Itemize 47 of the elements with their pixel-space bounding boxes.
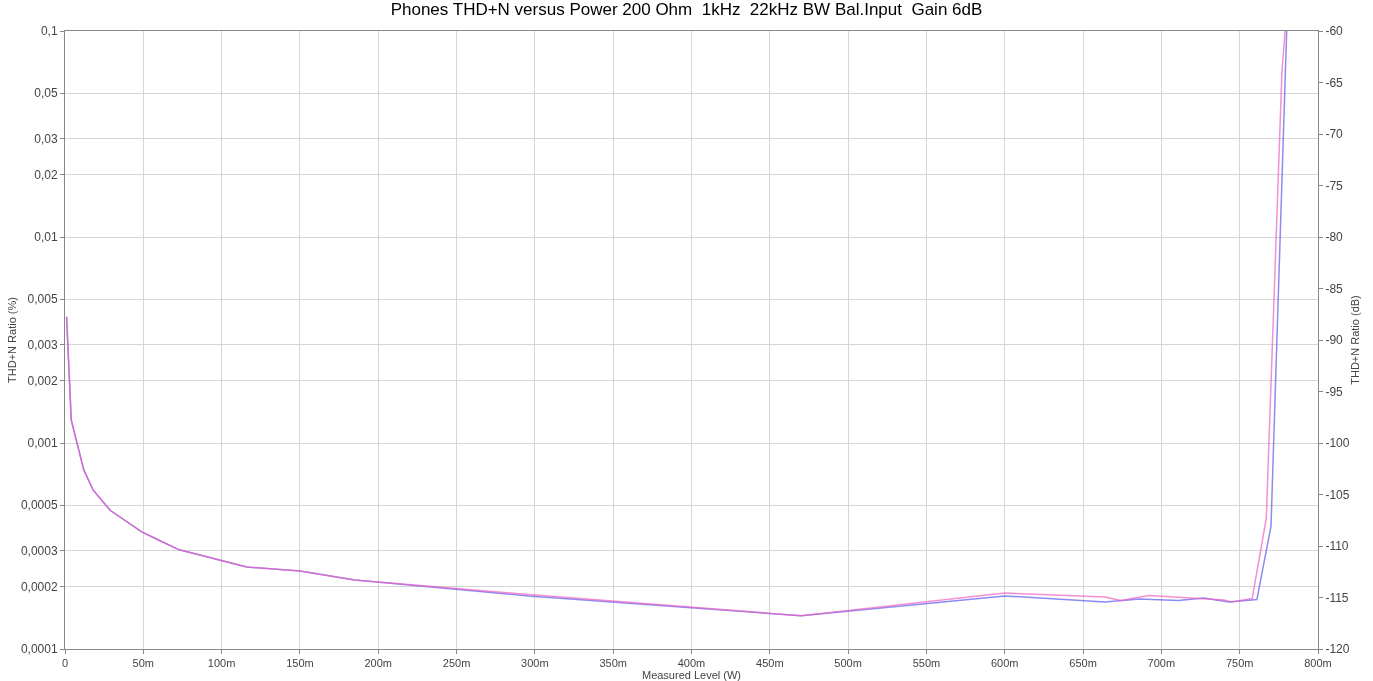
x-tick-label: 0 [61,657,69,670]
y2-tick-label: -100 [1325,436,1350,451]
x-tick-label: 150m [286,657,314,670]
x-tick-label: 600m [990,657,1019,670]
y-tick-label: 0,1 [40,24,58,39]
y-tick-label: 0,01 [34,230,58,245]
y2-tick-label: -110 [1325,539,1349,554]
x-tick-label: 200m [364,657,393,670]
y2-tick-label: -70 [1325,127,1344,142]
x-tick-label: 50m [132,657,155,670]
y-axis-title: THD+N Ratio (%) [5,297,18,383]
x-tick-label: 350m [599,657,627,670]
x-tick-label: 300m [521,657,549,670]
y-tick-label: 0,005 [27,292,58,307]
y-tick-label: 0,001 [27,436,58,451]
y2-tick-label: -85 [1325,281,1344,296]
y-tick-label: 0,002 [27,374,58,389]
x-tick-label: 500m [834,657,862,670]
x-tick-label: 750m [1225,657,1254,670]
y2-tick-label: -120 [1325,642,1350,657]
y2-tick-label: -60 [1325,24,1344,39]
y-tick-label: 0,05 [34,86,58,101]
y2-tick-label: -80 [1325,230,1344,245]
x-tick-label: 550m [912,657,941,670]
y2-tick-label: -115 [1325,590,1349,605]
x-axis-title: Measured Level (W) [641,669,742,681]
y2-axis-title: THD+N Ratio (dB) [1348,295,1361,385]
y2-tick-label: -105 [1325,487,1350,502]
x-tick-label: 450m [756,657,784,670]
y2-tick-label: -65 [1325,75,1344,90]
y-tick-label: 0,02 [34,168,58,183]
y2-tick-label: -95 [1325,384,1344,399]
y-tick-label: 0,0001 [20,642,58,657]
x-tick-label: 650m [1069,657,1097,670]
y-tick-label: 0,003 [27,337,58,352]
y2-tick-label: -90 [1325,333,1344,348]
y-tick-label: 0,03 [34,131,58,146]
y-tick-label: 0,0002 [20,580,58,595]
x-tick-label: 400m [677,657,706,670]
y-tick-label: 0,0005 [20,498,58,513]
y2-tick-label: -75 [1325,178,1344,193]
y-tick-label: 0,0003 [20,543,58,558]
x-tick-label: 800m [1304,657,1332,670]
x-tick-label: 250m [442,657,471,670]
chart-title: Phones THD+N versus Power 200 Ohm 1kHz 22kHz BW Bal.Input Gain 6dB [390,0,983,20]
x-tick-label: 100m [207,657,236,670]
x-tick-label: 700m [1147,657,1176,670]
